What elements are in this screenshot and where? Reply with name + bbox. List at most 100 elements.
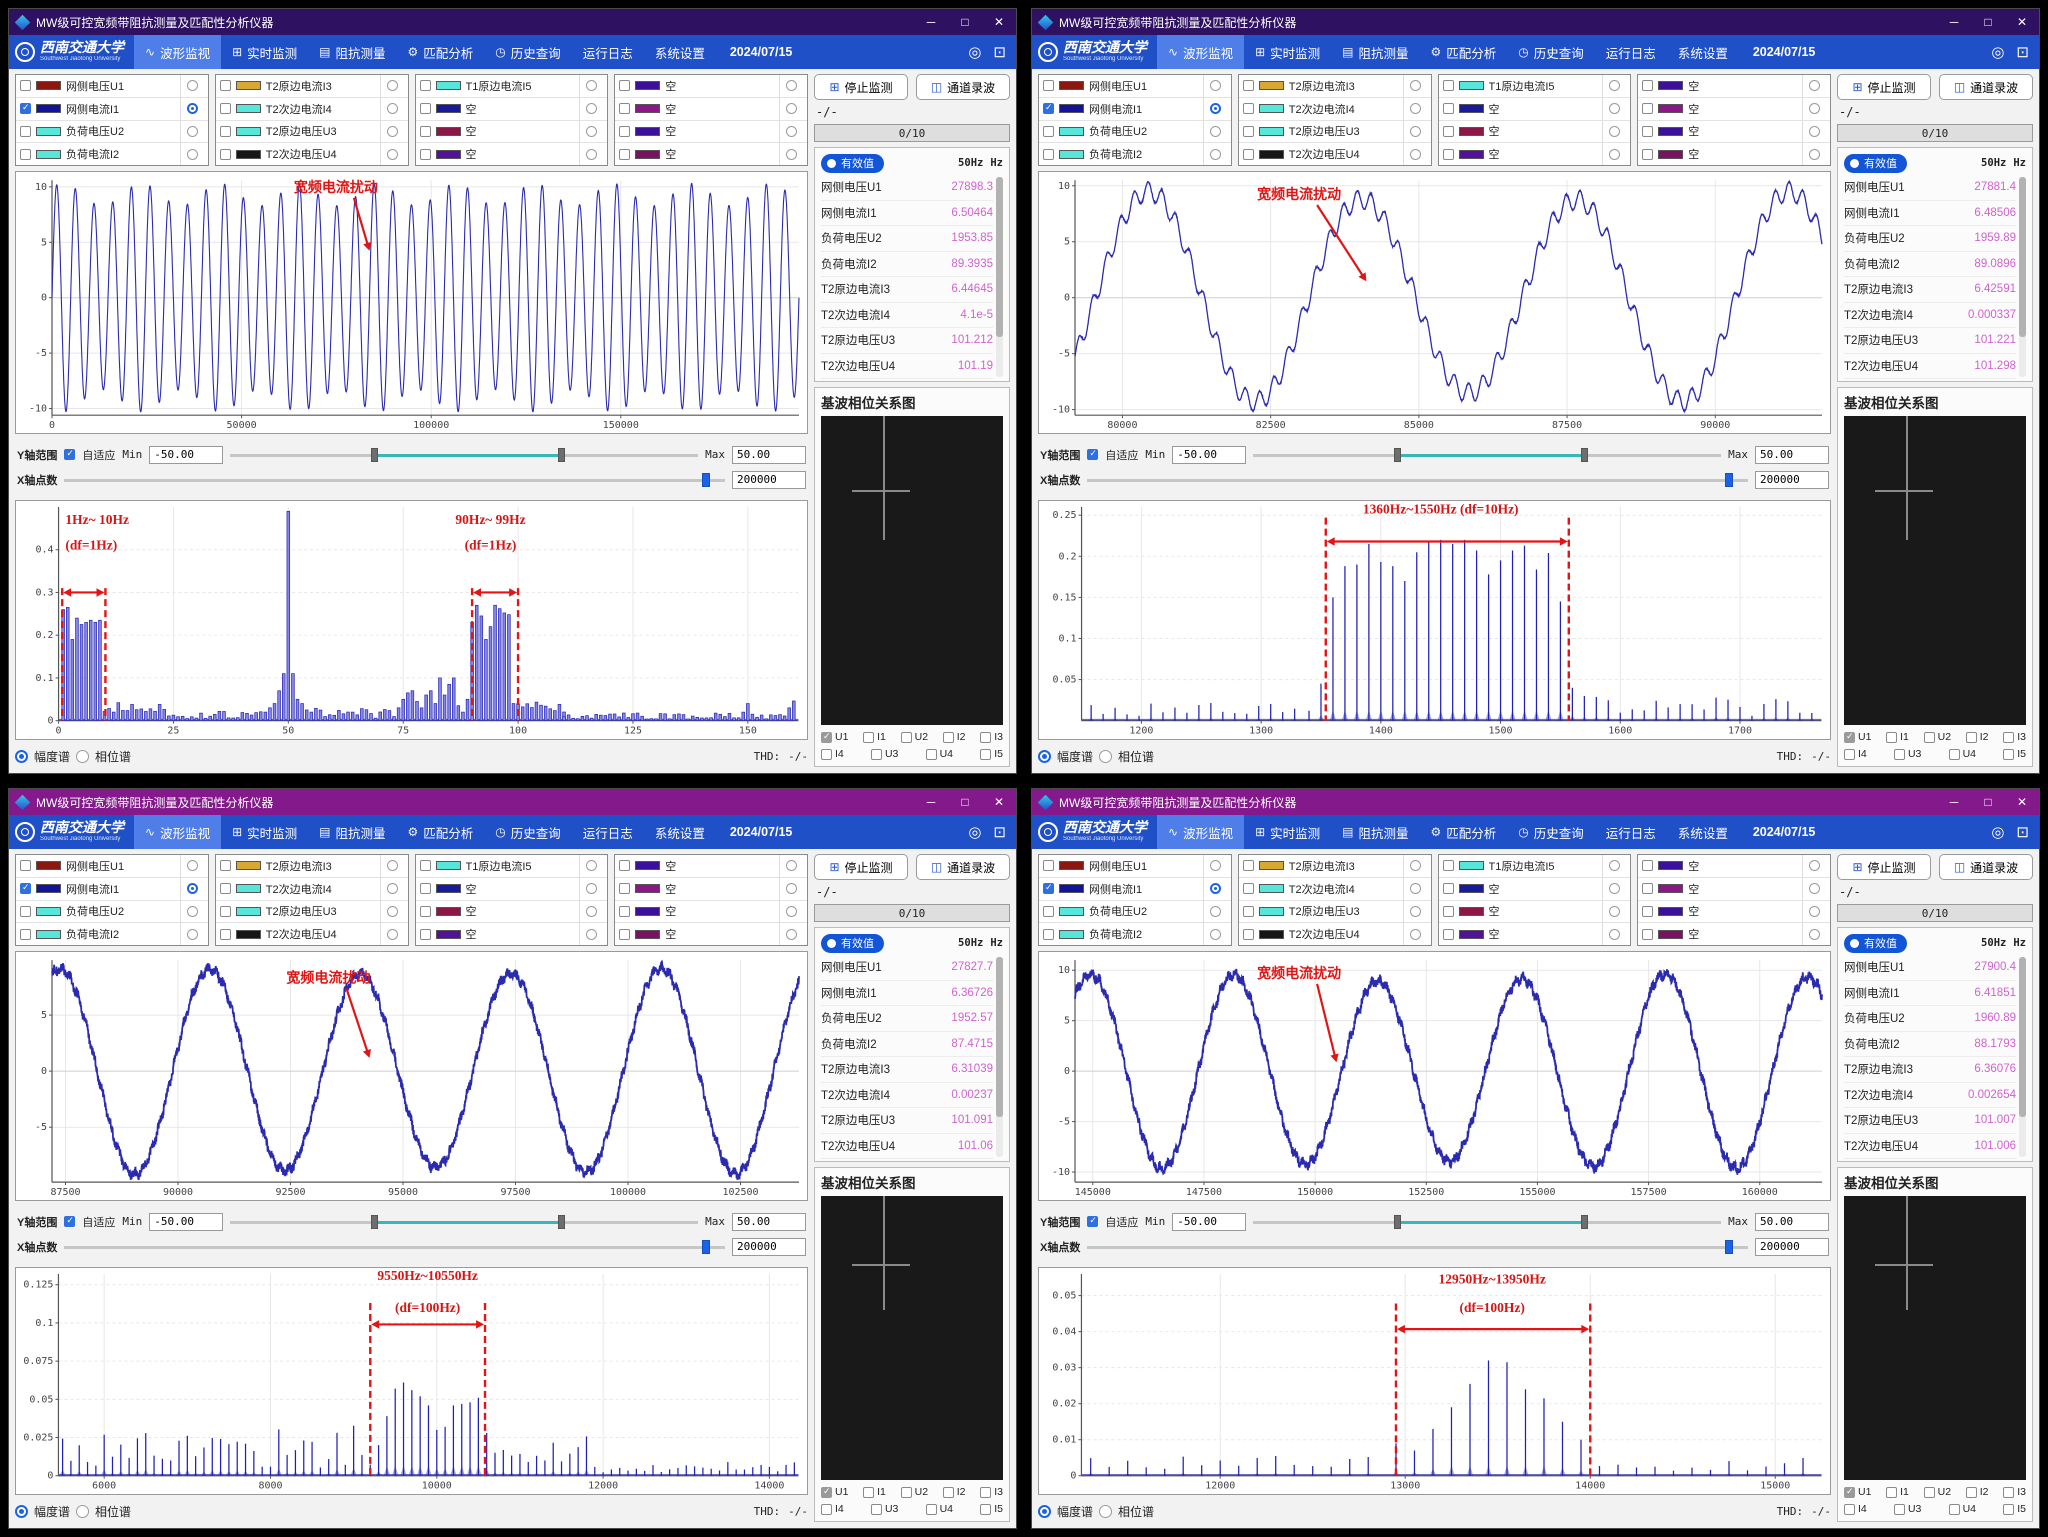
x-points-slider[interactable] — [64, 1239, 725, 1255]
phase-spectrum-radio[interactable] — [1099, 1504, 1113, 1518]
channel-radio[interactable] — [1409, 905, 1421, 917]
amplitude-spectrum-radio[interactable] — [15, 749, 28, 763]
channel-checkbox[interactable] — [219, 928, 231, 940]
tab-7[interactable]: 系统设置 — [644, 35, 716, 69]
channel-checkbox[interactable] — [619, 148, 631, 160]
y-min-input[interactable] — [1172, 1212, 1247, 1231]
channel-checkbox[interactable] — [1242, 148, 1254, 160]
channel-radio[interactable] — [1409, 883, 1421, 895]
channel-radio[interactable] — [1209, 148, 1221, 160]
phase-channel-checkbox[interactable] — [863, 1486, 875, 1498]
channel-checkbox[interactable] — [219, 905, 231, 917]
phase-channel-checkbox[interactable] — [942, 731, 954, 743]
tab-1[interactable]: ∿ 波形监视 — [134, 815, 222, 849]
phase-channel-checkbox[interactable] — [870, 1503, 882, 1515]
phase-channel-checkbox[interactable] — [1923, 731, 1935, 743]
channel-radio[interactable] — [786, 148, 797, 160]
channel-radio[interactable] — [1609, 860, 1621, 872]
phase-channel-checkbox[interactable] — [980, 731, 992, 743]
channel-radio[interactable] — [1409, 148, 1421, 160]
channel-checkbox[interactable] — [1442, 883, 1454, 895]
minimize-button[interactable]: ─ — [1949, 795, 1959, 809]
phase-channel-checkbox[interactable] — [2003, 731, 2015, 743]
y-range-slider[interactable] — [1253, 1214, 1722, 1230]
channel-checkbox[interactable] — [20, 882, 31, 895]
channel-checkbox[interactable] — [1442, 103, 1454, 115]
amplitude-spectrum-radio[interactable] — [1038, 749, 1051, 763]
channel-checkbox[interactable] — [1043, 148, 1054, 160]
stop-monitoring-button[interactable]: ⊞ 停止监测 — [814, 854, 908, 880]
phase-channel-checkbox[interactable] — [1886, 731, 1898, 743]
minimize-button[interactable]: ─ — [926, 15, 936, 29]
display-icon[interactable]: ⊡ — [993, 824, 1006, 841]
phase-channel-checkbox[interactable] — [1948, 1503, 1960, 1515]
channel-radio[interactable] — [586, 125, 598, 137]
channel-checkbox[interactable] — [1442, 860, 1454, 872]
x-points-input[interactable] — [732, 470, 806, 489]
channel-radio[interactable] — [186, 905, 198, 917]
rms-mode-pill[interactable]: 有效值 — [1844, 933, 1907, 953]
rms-scrollbar-thumb[interactable] — [996, 177, 1003, 337]
maximize-button[interactable]: □ — [1984, 795, 1992, 809]
channel-radio[interactable] — [786, 860, 797, 872]
channel-checkbox[interactable] — [619, 883, 631, 895]
phase-channel-checkbox[interactable] — [821, 748, 832, 760]
channel-checkbox[interactable] — [1642, 80, 1654, 92]
channel-radio[interactable] — [386, 80, 398, 92]
tab-6[interactable]: 运行日志 — [1595, 815, 1667, 849]
display-icon[interactable]: ⊡ — [2016, 824, 2029, 841]
rms-scrollbar-thumb[interactable] — [996, 957, 1003, 1117]
channel-record-button[interactable]: ◫ 通道录波 — [916, 74, 1010, 100]
adaptive-checkbox[interactable] — [1087, 1215, 1099, 1228]
channel-radio[interactable] — [386, 125, 398, 137]
channel-checkbox[interactable] — [1242, 80, 1254, 92]
channel-checkbox[interactable] — [419, 860, 431, 872]
tab-5[interactable]: ◷ 历史查询 — [1507, 815, 1595, 849]
channel-checkbox[interactable] — [20, 125, 31, 137]
channel-radio[interactable] — [786, 80, 797, 92]
channel-radio[interactable] — [1609, 103, 1621, 115]
channel-radio[interactable] — [586, 860, 598, 872]
channel-checkbox[interactable] — [1242, 860, 1254, 872]
channel-checkbox[interactable] — [1642, 103, 1654, 115]
channel-checkbox[interactable] — [1442, 928, 1454, 940]
channel-radio[interactable] — [1209, 928, 1221, 940]
channel-radio[interactable] — [1209, 883, 1221, 895]
y-min-handle[interactable] — [370, 447, 378, 462]
y-min-handle[interactable] — [370, 1214, 378, 1229]
channel-checkbox[interactable] — [1442, 905, 1454, 917]
channel-checkbox[interactable] — [219, 883, 231, 895]
tab-3[interactable]: ▤ 阻抗测量 — [308, 35, 396, 69]
channel-checkbox[interactable] — [419, 883, 431, 895]
x-points-handle[interactable] — [1724, 1239, 1733, 1254]
phase-channel-checkbox[interactable] — [2003, 1503, 2015, 1515]
x-points-slider[interactable] — [1087, 1239, 1748, 1255]
x-points-input[interactable] — [732, 1237, 806, 1256]
channel-checkbox[interactable] — [219, 103, 231, 115]
phase-channel-checkbox[interactable] — [1923, 1486, 1935, 1498]
channel-radio[interactable] — [1409, 860, 1421, 872]
channel-radio[interactable] — [786, 125, 797, 137]
phase-channel-checkbox[interactable] — [925, 748, 937, 760]
window-titlebar[interactable]: MW级可控宽频带阻抗测量及匹配性分析仪器 ─ □ ✕ — [1032, 9, 2039, 35]
channel-radio[interactable] — [186, 883, 198, 895]
tab-1[interactable]: ∿ 波形监视 — [1157, 35, 1245, 69]
channel-checkbox[interactable] — [1043, 905, 1054, 917]
rms-scrollbar[interactable] — [2019, 957, 2026, 1157]
y-max-input[interactable] — [732, 445, 806, 464]
channel-checkbox[interactable] — [1043, 860, 1054, 872]
channel-checkbox[interactable] — [1242, 103, 1254, 115]
rms-scrollbar[interactable] — [996, 957, 1003, 1157]
channel-radio[interactable] — [586, 148, 598, 160]
channel-checkbox[interactable] — [219, 860, 231, 872]
channel-checkbox[interactable] — [619, 928, 631, 940]
tab-4[interactable]: ⚙ 匹配分析 — [397, 815, 485, 849]
phase-channel-checkbox[interactable] — [1965, 731, 1977, 743]
channel-radio[interactable] — [1409, 80, 1421, 92]
channel-radio[interactable] — [1609, 928, 1621, 940]
close-button[interactable]: ✕ — [2016, 795, 2028, 809]
phase-channel-checkbox[interactable] — [821, 1486, 832, 1498]
channel-checkbox[interactable] — [20, 80, 31, 92]
tab-1[interactable]: ∿ 波形监视 — [134, 35, 222, 69]
channel-checkbox[interactable] — [1043, 882, 1054, 895]
